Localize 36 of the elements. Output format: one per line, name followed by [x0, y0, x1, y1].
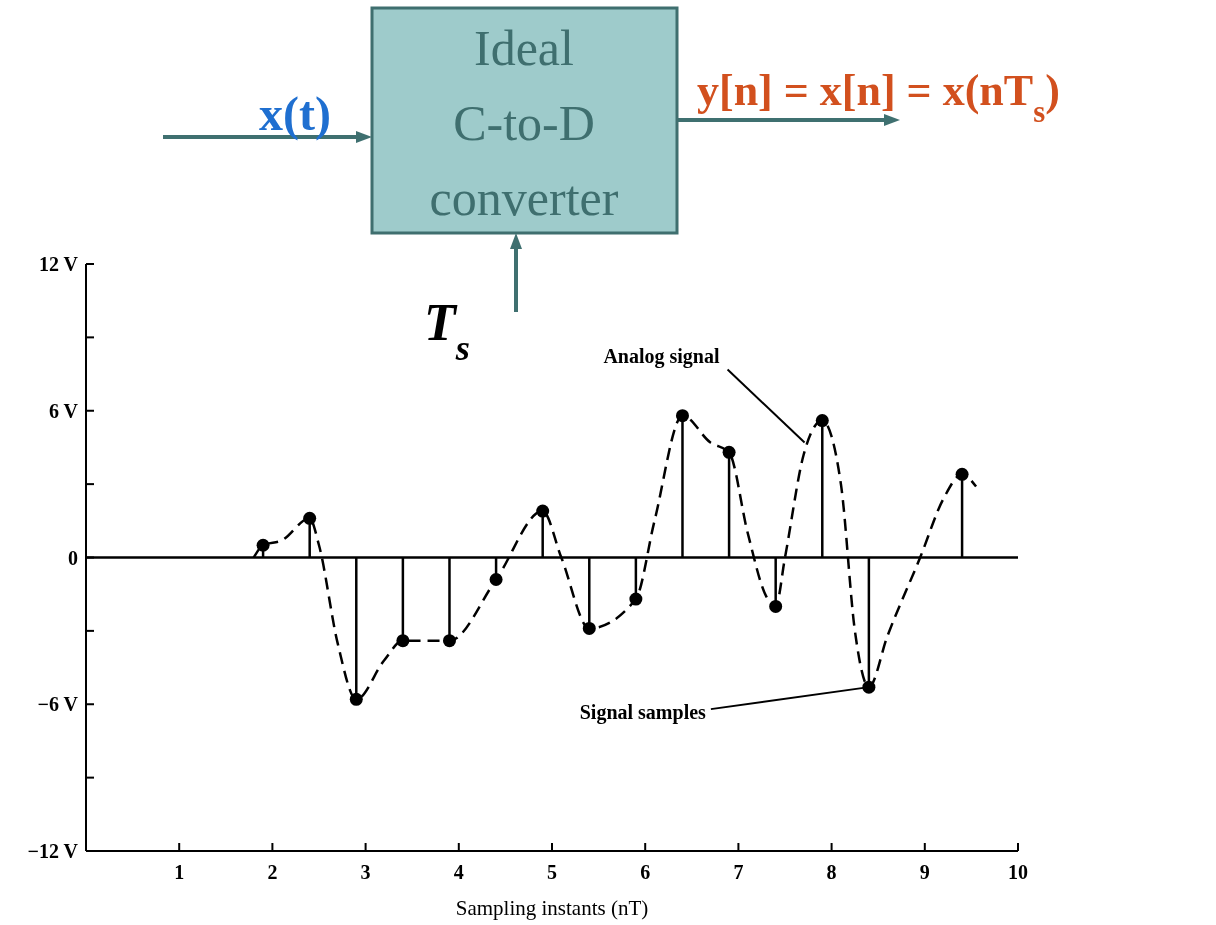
x-tick-label: 2 [267, 861, 278, 883]
text: y[n] = x[n] = x(nT$_{s}$) [697, 66, 1060, 129]
point [442, 634, 456, 648]
x-axis-title: Sampling instants (nT) [455, 896, 649, 920]
x-tick-label: 7 [733, 861, 744, 883]
point [955, 467, 969, 481]
y-tick-label: 0 [68, 546, 78, 569]
x-tick-label: 8 [826, 861, 837, 883]
point [582, 621, 596, 635]
x-tick-label: 1 [174, 861, 185, 883]
point [815, 414, 829, 428]
x-tick-label: 5 [547, 861, 557, 883]
y-tick-label: −6 V [37, 693, 79, 716]
point [396, 634, 410, 648]
annotation: Signal samples [579, 701, 707, 725]
text: x(t) [259, 87, 331, 141]
point [303, 511, 317, 525]
point [489, 573, 503, 587]
point [629, 592, 643, 606]
annotation: Analog signal [603, 344, 720, 368]
x-tick-label: 6 [640, 861, 651, 883]
point [536, 504, 550, 518]
point [256, 538, 270, 552]
point [769, 599, 783, 613]
x-tick-label: 4 [453, 861, 464, 883]
y-tick-label: 6 V [48, 399, 79, 422]
y-tick-label: 12 V [38, 253, 79, 275]
x-tick-label: 9 [919, 861, 930, 883]
point [675, 409, 689, 423]
point [349, 692, 363, 706]
x-tick-label: 10 [1008, 861, 1028, 883]
x-tick-label: 3 [360, 861, 371, 883]
y-tick-label: −12 V [27, 840, 79, 862]
text: Ideal C-to-D converter [429, 20, 619, 226]
annotation: T$_{s}$ [424, 294, 470, 368]
point [722, 445, 736, 459]
